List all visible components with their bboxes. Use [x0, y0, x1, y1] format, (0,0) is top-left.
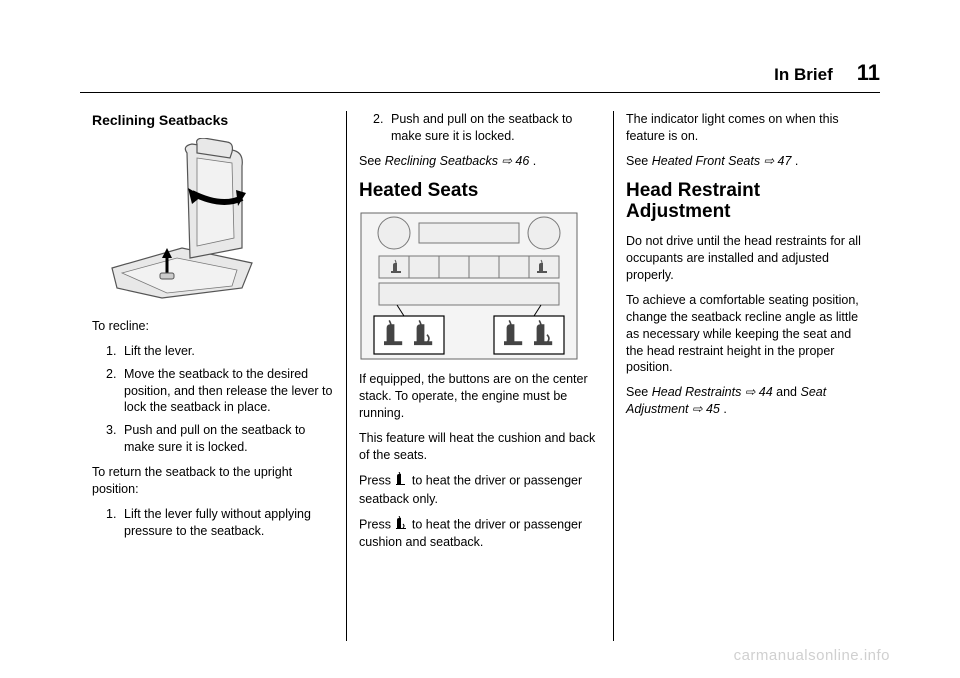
watermark: carmanualsonline.info [734, 647, 890, 664]
list-item: 1.Lift the lever fully without applying … [106, 506, 334, 540]
page-number: 11 [857, 60, 880, 86]
reclining-heading: Reclining Seatbacks [92, 111, 334, 130]
return-label: To return the seatback to the upright po… [92, 464, 334, 498]
column-1: Reclining Seatbacks [80, 111, 346, 641]
see-ref-2: See Heated Front Seats ⇨ 47 . [626, 153, 868, 170]
heated-p1: If equipped, the buttons are on the cent… [359, 371, 601, 422]
heated-p2: This feature will heat the cushion and b… [359, 430, 601, 464]
list-item: 3.Push and pull on the seatback to make … [106, 422, 334, 456]
list-item: 2.Move the seatback to the desired posit… [106, 366, 334, 417]
section-title: In Brief [774, 65, 833, 85]
seat-illustration [92, 138, 292, 308]
head-restraint-heading: Head Restraint Adjustment [626, 180, 868, 224]
head-p2: To achieve a comfortable seating positio… [626, 292, 868, 376]
see-ref-3: See Head Restraints ⇨ 44 and Seat Adjust… [626, 384, 868, 418]
console-illustration [359, 211, 579, 361]
return-steps: 1.Lift the lever fully without applying … [92, 506, 334, 540]
page: In Brief 11 Reclining Seatbacks [0, 0, 960, 678]
heated-p3: Press to heat the driver or passenger se… [359, 472, 601, 508]
columns: Reclining Seatbacks [80, 111, 880, 641]
column-2: 2.Push and pull on the seatback to make … [346, 111, 613, 641]
page-header: In Brief 11 [80, 60, 880, 93]
cont-steps: 2.Push and pull on the seatback to make … [359, 111, 601, 145]
seat-cushion-heat-icon [394, 516, 408, 535]
recline-steps: 1.Lift the lever. 2.Move the seatback to… [92, 343, 334, 456]
heated-p4: Press to heat the driver or passenger cu… [359, 516, 601, 552]
head-p1: Do not drive until the head restraints f… [626, 233, 868, 284]
heated-seats-heading: Heated Seats [359, 180, 601, 202]
seatback-heat-icon [394, 472, 408, 491]
indicator-text: The indicator light comes on when this f… [626, 111, 868, 145]
list-item: 1.Lift the lever. [106, 343, 334, 360]
figure-seat [92, 138, 292, 308]
figure-heated-seats [359, 211, 579, 361]
see-ref-1: See Reclining Seatbacks ⇨ 46 . [359, 153, 601, 170]
column-3: The indicator light comes on when this f… [613, 111, 880, 641]
to-recline-label: To recline: [92, 318, 334, 335]
list-item: 2.Push and pull on the seatback to make … [373, 111, 601, 145]
